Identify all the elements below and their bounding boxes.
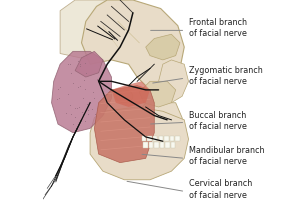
Text: Cervical branch
of facial nerve: Cervical branch of facial nerve	[188, 179, 252, 200]
Polygon shape	[147, 136, 152, 141]
Text: Mandibular branch
of facial nerve: Mandibular branch of facial nerve	[188, 146, 264, 166]
Polygon shape	[82, 0, 184, 90]
Polygon shape	[159, 60, 188, 103]
Polygon shape	[60, 0, 137, 60]
Polygon shape	[159, 136, 163, 141]
Polygon shape	[160, 142, 164, 148]
Polygon shape	[142, 136, 146, 141]
Polygon shape	[139, 81, 176, 107]
Polygon shape	[164, 136, 169, 141]
Polygon shape	[146, 34, 180, 60]
Polygon shape	[90, 107, 188, 180]
Polygon shape	[175, 136, 180, 141]
Polygon shape	[52, 51, 112, 133]
Polygon shape	[137, 103, 184, 154]
Polygon shape	[75, 51, 103, 77]
Polygon shape	[165, 142, 170, 148]
Polygon shape	[94, 86, 154, 163]
Polygon shape	[112, 81, 150, 107]
Polygon shape	[149, 142, 153, 148]
Text: Zygomatic branch
of facial nerve: Zygomatic branch of facial nerve	[188, 66, 262, 86]
Text: Buccal branch
of facial nerve: Buccal branch of facial nerve	[188, 111, 246, 131]
Polygon shape	[170, 136, 174, 141]
Polygon shape	[153, 136, 158, 141]
Polygon shape	[154, 142, 159, 148]
Text: Frontal branch
of facial nerve: Frontal branch of facial nerve	[188, 18, 247, 38]
Polygon shape	[171, 142, 175, 148]
Ellipse shape	[116, 90, 133, 103]
Polygon shape	[143, 142, 148, 148]
